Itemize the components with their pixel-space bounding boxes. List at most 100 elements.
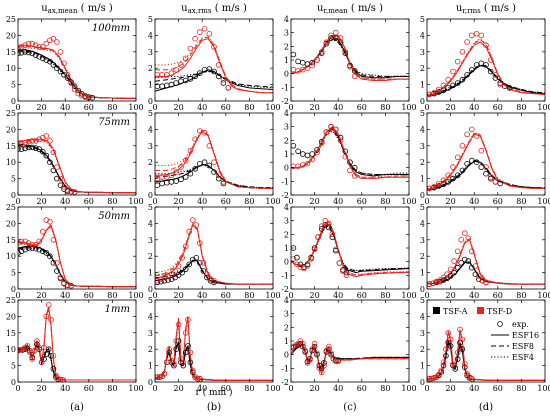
data-point-TSF-A xyxy=(197,70,203,76)
data-point-TSF-D xyxy=(342,153,349,160)
data-point-TSF-D xyxy=(316,365,323,372)
series-line-TSF-A-ESF16 xyxy=(291,224,409,274)
data-point-TSF-A xyxy=(164,179,170,186)
data-point-TSF-A xyxy=(39,148,46,155)
y-tick-label: 0 xyxy=(420,191,425,200)
data-point-TSF-D xyxy=(473,30,480,37)
data-point-TSF-D xyxy=(36,44,42,50)
series-line-TSF-A-ESF4 xyxy=(291,38,409,77)
data-point-TSF-D xyxy=(36,238,42,245)
y-tick-label: 1 xyxy=(284,244,289,253)
data-point-TSF-A xyxy=(291,245,297,251)
data-point-TSF-A xyxy=(459,346,466,353)
column-title-unit: ( m/s ) xyxy=(481,3,516,14)
data-point-TSF-D xyxy=(321,362,327,369)
data-point-TSF-A xyxy=(454,356,461,362)
data-point-TSF-D xyxy=(445,76,452,83)
data-point-TSF-A xyxy=(297,261,304,268)
x-tick-label: 20 xyxy=(446,197,456,206)
data-point-TSF-A xyxy=(325,224,332,231)
data-point-TSF-D xyxy=(47,138,53,144)
data-point-TSF-D xyxy=(435,371,442,378)
data-point-TSF-D xyxy=(155,278,161,284)
series-line-TSF-D-ESF8 xyxy=(18,45,136,99)
legend-label-ESF16: ESF16 xyxy=(512,331,539,340)
data-point-TSF-D xyxy=(447,336,454,343)
legend-swatch-TSF-D xyxy=(477,307,484,314)
series-points xyxy=(18,302,66,382)
x-tick-label: 100 xyxy=(128,291,143,300)
x-tick-label: 20 xyxy=(310,197,320,206)
y-tick-label: -1 xyxy=(281,364,289,373)
x-tick-label: 40 xyxy=(469,197,479,206)
data-point-TSF-D xyxy=(291,256,297,262)
x-tick-label: 0 xyxy=(288,197,293,206)
data-point-TSF-A xyxy=(161,277,168,284)
y-tick-label: 5 xyxy=(148,109,153,118)
data-point-TSF-A xyxy=(478,60,485,67)
x-tick-label: 20 xyxy=(174,291,184,300)
data-point-TSF-D xyxy=(461,230,468,237)
x-tick-label: 60 xyxy=(84,103,94,112)
y-tick-label: 10 xyxy=(6,345,16,354)
data-point-TSF-A xyxy=(443,352,449,359)
data-point-TSF-D xyxy=(492,72,499,78)
data-point-TSF-D xyxy=(351,173,358,179)
data-point-TSF-D xyxy=(54,164,60,170)
series-line-TSF-A-ESF16 xyxy=(291,127,409,177)
data-point-TSF-D xyxy=(323,347,330,354)
data-point-TSF-D xyxy=(294,261,300,268)
x-tick-label: 100 xyxy=(537,197,550,206)
data-point-TSF-A xyxy=(459,167,466,174)
data-point-TSF-A xyxy=(483,62,489,68)
series-line-TSF-A-ESF16 xyxy=(427,65,545,97)
data-point-TSF-A xyxy=(182,77,189,84)
series-line-TSF-A-ESF8 xyxy=(427,64,545,96)
y-tick-label: 10 xyxy=(6,64,16,73)
data-point-TSF-D xyxy=(45,302,52,308)
x-tick-label: 20 xyxy=(310,291,320,300)
legend-label-ESF8: ESF8 xyxy=(512,342,534,351)
data-point-TSF-D xyxy=(164,174,170,180)
data-point-TSF-D xyxy=(318,48,325,55)
data-point-TSF-D xyxy=(168,70,175,76)
data-point-TSF-D xyxy=(57,274,64,281)
data-point-TSF-D xyxy=(440,359,447,366)
x-axis-label: r ( mm ) xyxy=(196,387,233,398)
data-point-TSF-D xyxy=(440,274,447,281)
column-title: uax,rms ( m/s ) xyxy=(181,3,247,15)
data-point-TSF-A xyxy=(447,343,454,349)
column-title-main: u xyxy=(317,3,324,14)
row-label: 50mm xyxy=(98,211,130,222)
subplot-3-3: 0 20 40 60 80 100 -2 -1 0 1 2 3 4 xyxy=(281,203,416,300)
x-tick-label: 20 xyxy=(37,103,47,112)
data-point-TSF-A xyxy=(506,85,513,91)
x-tick-label: 40 xyxy=(60,197,70,206)
data-point-TSF-D xyxy=(50,35,57,42)
data-point-TSF-D xyxy=(47,219,53,225)
y-tick-label: 5 xyxy=(11,81,16,90)
y-tick-label: 5 xyxy=(420,109,425,118)
data-point-TSF-D xyxy=(186,228,193,235)
data-point-TSF-A xyxy=(32,52,39,58)
x-tick-label: 0 xyxy=(15,291,20,300)
data-point-TSF-A xyxy=(173,80,180,86)
data-point-TSF-D xyxy=(492,179,499,185)
data-point-TSF-A xyxy=(291,143,297,149)
y-tick-label: 20 xyxy=(6,125,16,134)
data-point-TSF-A xyxy=(57,182,64,189)
data-point-TSF-A xyxy=(454,264,461,271)
series-line-TSF-D-ESF8 xyxy=(291,36,409,80)
axes-frame xyxy=(17,112,137,196)
data-point-TSF-A xyxy=(314,147,320,153)
data-point-TSF-D xyxy=(468,248,475,255)
data-point-TSF-D xyxy=(311,246,318,253)
axes-frame xyxy=(17,206,137,290)
data-point-TSF-D xyxy=(39,228,46,235)
x-tick-label: 100 xyxy=(128,197,143,206)
data-point-TSF-D xyxy=(61,184,67,190)
data-point-TSF-D xyxy=(34,338,40,344)
data-point-TSF-D xyxy=(445,172,452,179)
y-tick-label: 2 xyxy=(420,345,425,354)
y-tick-label: 0 xyxy=(284,258,289,267)
